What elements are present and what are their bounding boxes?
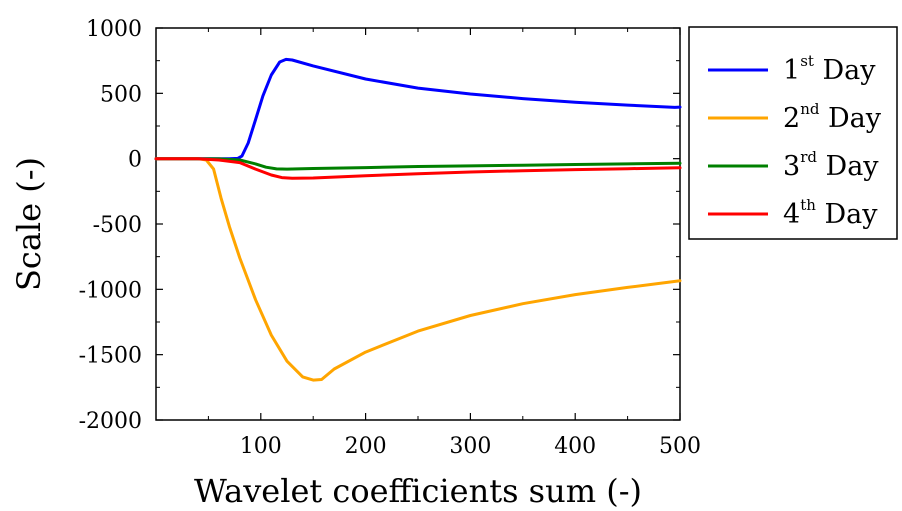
legend-label-3: 3rd Day xyxy=(783,148,879,182)
legend-label-superscript: th xyxy=(800,196,816,214)
x-tick-label: 200 xyxy=(345,434,387,459)
x-axis-title: Wavelet coefficients sum (-) xyxy=(194,472,642,510)
tick-labels: 100 200 300 400 500 1000 500 0 -500 -1000 -1500 -20… xyxy=(79,17,701,459)
y-tick-label: -1000 xyxy=(79,278,142,303)
legend-label-suffix: Day xyxy=(814,55,876,86)
x-tick-label: 100 xyxy=(240,434,282,459)
legend-label-suffix: Day xyxy=(819,103,881,134)
legend-label-suffix: Day xyxy=(817,151,879,182)
x-tick-label: 500 xyxy=(659,434,701,459)
series-line-1 xyxy=(154,57,682,161)
x-tick-label: 400 xyxy=(554,434,596,459)
legend-label-base: 2 xyxy=(783,103,800,134)
legend-label-superscript: rd xyxy=(800,148,817,166)
legend-label-superscript: st xyxy=(800,52,814,70)
x-tick-label: 300 xyxy=(449,434,491,459)
legend-label-suffix: Day xyxy=(816,199,878,230)
series-lines xyxy=(154,57,682,382)
legend-label-1: 1st Day xyxy=(783,52,876,86)
legend-label-4: 4th Day xyxy=(783,196,878,230)
y-tick-label: 1000 xyxy=(86,17,142,42)
legend-label-base: 1 xyxy=(783,55,800,86)
series-line-3 xyxy=(154,157,682,171)
y-tick-label: 500 xyxy=(100,82,142,107)
legend-label-base: 3 xyxy=(783,151,800,182)
y-tick-label: -2000 xyxy=(79,409,142,434)
y-tick-label: -500 xyxy=(93,213,142,238)
legend-label-base: 4 xyxy=(783,199,800,230)
series-line-4 xyxy=(154,157,682,180)
series-line-2 xyxy=(154,157,682,382)
axis-ticks xyxy=(156,27,681,421)
legend-label-2: 2nd Day xyxy=(783,100,882,134)
y-axis-title: Scale (-) xyxy=(10,157,48,291)
y-tick-label: -1500 xyxy=(79,344,142,369)
legend-label-superscript: nd xyxy=(800,100,820,118)
y-tick-label: 0 xyxy=(128,148,142,173)
legend-box xyxy=(688,26,898,240)
